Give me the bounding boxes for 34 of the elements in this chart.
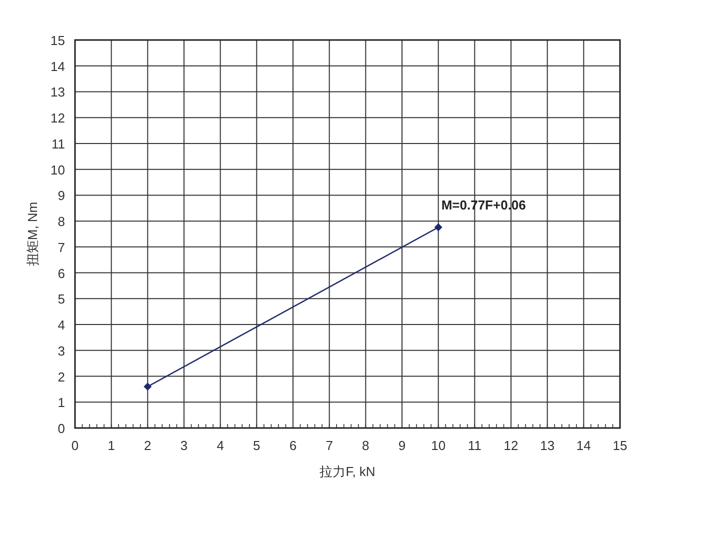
x-tick-label: 14 <box>576 438 591 453</box>
y-tick-label: 9 <box>58 188 65 204</box>
x-tick-label: 7 <box>326 438 333 453</box>
y-tick-label: 3 <box>58 343 65 358</box>
y-tick-label: 14 <box>50 58 65 74</box>
x-tick-label: 5 <box>253 438 260 453</box>
y-tick-label: 11 <box>52 136 65 152</box>
x-tick-label: 12 <box>504 438 518 453</box>
x-tick-label: 8 <box>362 438 370 453</box>
y-tick-label: 7 <box>58 240 65 255</box>
y-tick-label: 5 <box>58 292 65 307</box>
x-tick-label: 1 <box>108 438 115 453</box>
y-tick-label: 10 <box>50 162 65 178</box>
x-tick-label: 13 <box>540 438 555 453</box>
y-tick-label: 13 <box>50 84 65 100</box>
x-tick-label: 2 <box>144 438 152 453</box>
x-tick-label: 10 <box>431 438 446 453</box>
y-tick-label: 4 <box>58 318 65 333</box>
x-tick-label: 9 <box>398 438 406 453</box>
y-tick-label: 8 <box>58 214 65 230</box>
y-tick-label: 2 <box>58 369 65 384</box>
y-tick-label: 1 <box>58 395 65 410</box>
x-tick-label: 11 <box>468 438 482 453</box>
x-tick-label: 6 <box>289 438 297 453</box>
y-tick-label: 0 <box>58 421 65 436</box>
y-tick-label: 15 <box>50 33 65 48</box>
x-axis-title: 拉力F, kN <box>320 464 376 479</box>
y-axis-title: 扭矩M, Nm <box>25 202 40 266</box>
x-tick-label: 15 <box>612 438 628 453</box>
x-tick-label: 3 <box>180 438 188 453</box>
x-tick-label: 4 <box>216 438 224 453</box>
y-tick-label: 12 <box>50 110 65 126</box>
x-tick-label: 0 <box>71 438 79 453</box>
y-tick-label: 6 <box>58 266 65 281</box>
